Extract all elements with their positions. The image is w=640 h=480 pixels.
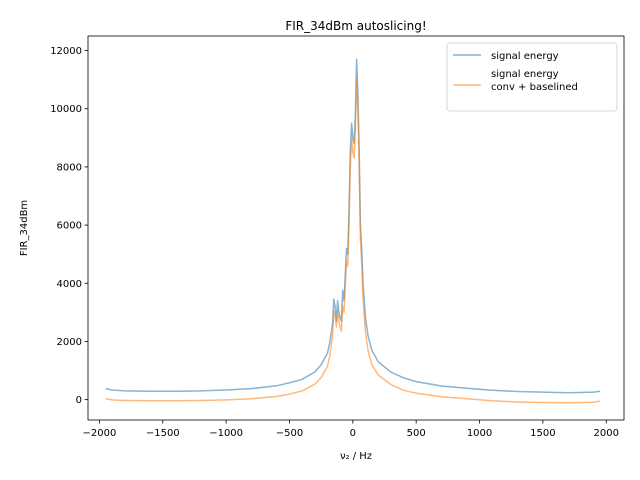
y-axis: 0 2000 4000 6000 8000 10000 12000	[50, 46, 88, 406]
y-axis-label: FIR_34dBm	[19, 200, 30, 256]
y-tick-label: 8000	[57, 162, 82, 173]
chart-title: FIR_34dBm autoslicing!	[285, 19, 426, 33]
x-axis: −2000 −1500 −1000 −500 0 500 1000 1500 2000	[82, 420, 619, 439]
legend-label-2: signal energy	[491, 69, 559, 80]
x-tick-label: 1500	[530, 428, 555, 439]
y-tick-label: 4000	[57, 279, 82, 290]
series-line-2	[105, 77, 601, 404]
x-tick-label: 0	[350, 428, 356, 439]
series-layer	[105, 58, 601, 404]
legend-label-2: conv + baselined	[491, 82, 578, 93]
legend-box	[446, 42, 618, 112]
y-tick-label: 0	[76, 395, 82, 406]
y-tick-label: 10000	[50, 104, 82, 115]
y-tick-label: 2000	[57, 337, 82, 348]
x-tick-label: −1000	[209, 428, 243, 439]
x-tick-label: 1000	[467, 428, 492, 439]
y-tick-label: 12000	[50, 46, 82, 57]
x-tick-label: −2000	[82, 428, 116, 439]
y-tick-label: 6000	[57, 221, 82, 232]
legend-label-1: signal energy	[491, 51, 559, 62]
x-tick-label: 500	[407, 428, 426, 439]
plot-frame	[87, 35, 625, 421]
x-tick-label: 2000	[594, 428, 619, 439]
legend: signal energy signal energy conv + baselin…	[446, 42, 618, 112]
x-axis-label: ν₂ / Hz	[340, 451, 372, 462]
x-tick-label: −1500	[146, 428, 180, 439]
x-tick-label: −500	[276, 428, 303, 439]
